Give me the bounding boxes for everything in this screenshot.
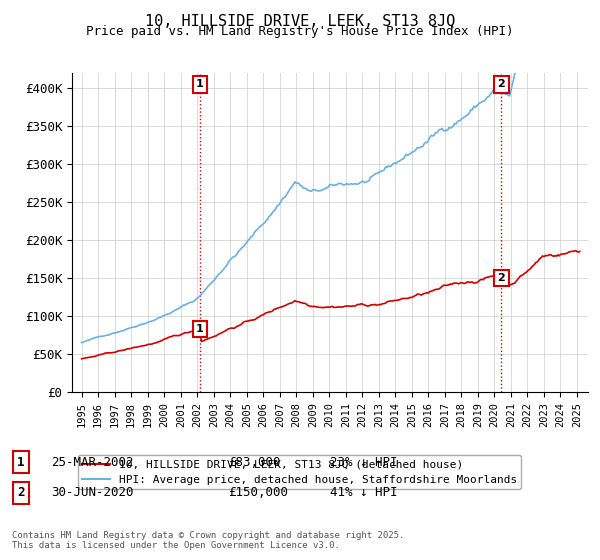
Text: Contains HM Land Registry data © Crown copyright and database right 2025.
This d: Contains HM Land Registry data © Crown c… — [12, 530, 404, 550]
Text: £83,000: £83,000 — [228, 455, 281, 469]
Text: £150,000: £150,000 — [228, 486, 288, 500]
Legend: 10, HILLSIDE DRIVE, LEEK, ST13 8JQ (detached house), HPI: Average price, detache: 10, HILLSIDE DRIVE, LEEK, ST13 8JQ (deta… — [77, 455, 521, 489]
Text: 23% ↓ HPI: 23% ↓ HPI — [330, 455, 398, 469]
Text: 25-MAR-2002: 25-MAR-2002 — [51, 455, 133, 469]
Text: 1: 1 — [17, 455, 25, 469]
Text: 2: 2 — [17, 486, 25, 500]
Text: 1: 1 — [196, 79, 204, 89]
Text: 41% ↓ HPI: 41% ↓ HPI — [330, 486, 398, 500]
Text: 2: 2 — [497, 273, 505, 283]
Text: 2: 2 — [497, 79, 505, 89]
Text: 30-JUN-2020: 30-JUN-2020 — [51, 486, 133, 500]
Text: 10, HILLSIDE DRIVE, LEEK, ST13 8JQ: 10, HILLSIDE DRIVE, LEEK, ST13 8JQ — [145, 14, 455, 29]
Text: 1: 1 — [196, 324, 204, 334]
Text: Price paid vs. HM Land Registry's House Price Index (HPI): Price paid vs. HM Land Registry's House … — [86, 25, 514, 38]
